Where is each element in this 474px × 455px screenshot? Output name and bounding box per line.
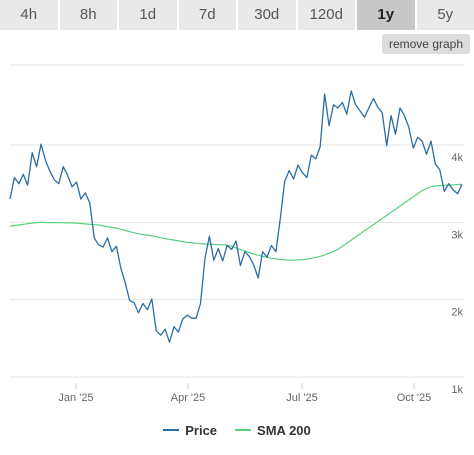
price-series-line — [9, 90, 463, 343]
x-tick-label: Jan '25 — [58, 392, 93, 404]
chart-gridlines — [10, 64, 465, 378]
price-line-swatch-icon — [163, 429, 180, 431]
tab-1d[interactable]: 1d — [119, 0, 177, 30]
sma-200-series-line — [9, 183, 463, 261]
timeframe-tabs: 4h 8h 1d 7d 30d 120d 1y 5y — [0, 0, 474, 30]
x-tick-label: Oct '25 — [397, 392, 432, 404]
sma-line-swatch-icon — [235, 429, 252, 431]
y-tick-label: 1k — [451, 384, 463, 396]
legend-item-sma[interactable]: SMA 200 — [235, 423, 311, 438]
x-axis: Jan '25 Apr '25 Jul '25 Oct '25 — [58, 383, 431, 404]
tab-8h[interactable]: 8h — [59, 0, 117, 30]
y-axis: 1k 2k 3k 4k — [451, 152, 463, 396]
tab-1y[interactable]: 1y — [357, 0, 415, 30]
y-tick-label: 4k — [451, 152, 463, 164]
x-tick-label: Apr '25 — [171, 392, 206, 404]
tab-5y[interactable]: 5y — [416, 0, 474, 30]
y-tick-label: 2k — [451, 307, 463, 319]
tab-30d[interactable]: 30d — [238, 0, 296, 30]
legend-label-price: Price — [185, 422, 218, 438]
x-tick-label: Jul '25 — [286, 392, 317, 404]
remove-graph-button[interactable]: remove graph — [382, 34, 470, 54]
legend-item-price[interactable]: Price — [163, 423, 217, 438]
legend-label-sma: SMA 200 — [257, 422, 311, 438]
y-tick-label: 3k — [451, 229, 463, 241]
tab-7d[interactable]: 7d — [178, 0, 236, 30]
chart-series — [9, 90, 463, 343]
tab-4h[interactable]: 4h — [0, 0, 58, 30]
tab-120d[interactable]: 120d — [297, 0, 355, 30]
chart-legend: Price SMA 200 — [0, 421, 474, 439]
